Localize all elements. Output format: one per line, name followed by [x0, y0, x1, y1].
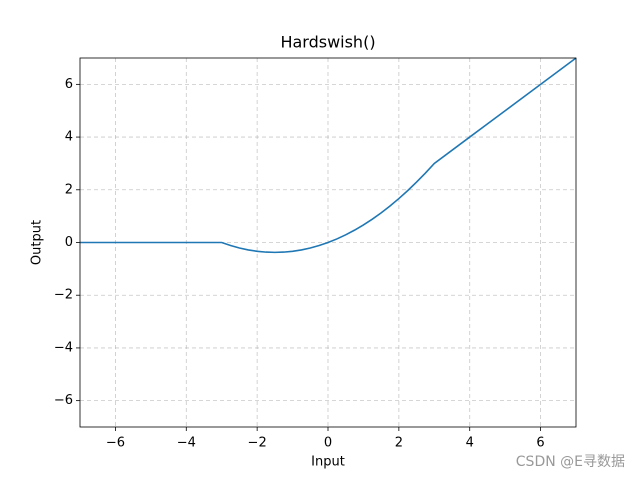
y-tick-label: 2: [65, 182, 73, 197]
y-tick-label: 0: [65, 235, 73, 250]
y-axis-label: Output: [30, 220, 45, 265]
x-tick-label: 0: [324, 436, 332, 451]
y-tick-label: 6: [65, 77, 73, 92]
chart-title: Hardswish(): [280, 33, 375, 52]
watermark: CSDN @E寻数据: [516, 454, 625, 470]
x-tick-label: 6: [536, 436, 544, 451]
x-axis-label: Input: [311, 455, 345, 470]
line-series: [80, 57, 577, 254]
plot-frame: [79, 57, 577, 428]
x-tick-label: −2: [248, 436, 267, 451]
y-tick-label: −2: [54, 288, 73, 303]
x-tick-label: 4: [466, 436, 474, 451]
x-tick-label: −6: [106, 436, 125, 451]
y-tick-label: −4: [54, 340, 73, 355]
y-tick-label: 4: [65, 130, 73, 145]
y-tick-label: −6: [54, 393, 73, 408]
x-tick-label: 2: [395, 436, 403, 451]
x-tick-label: −4: [177, 436, 196, 451]
